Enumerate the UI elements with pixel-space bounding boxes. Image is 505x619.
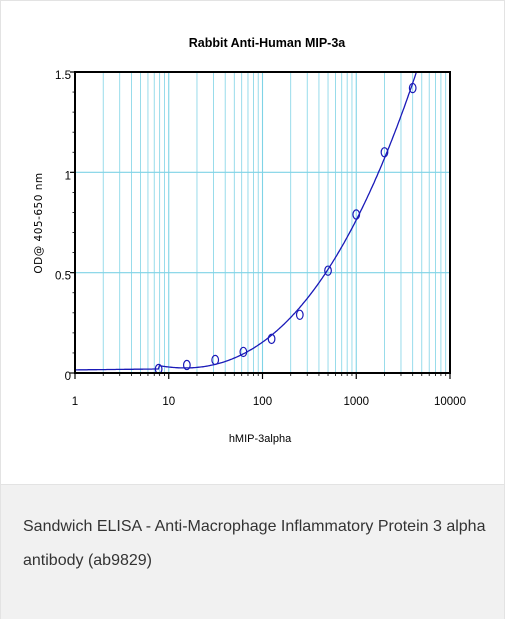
data-point bbox=[295, 309, 304, 321]
data-point bbox=[352, 209, 361, 220]
y-tick-label: 1.5 bbox=[55, 70, 71, 82]
data-point bbox=[380, 147, 389, 158]
fit-curve bbox=[75, 72, 417, 371]
x-tick-label: 1000 bbox=[343, 396, 369, 408]
data-point bbox=[182, 359, 191, 371]
data-point bbox=[211, 354, 220, 366]
y-tick-label: 1 bbox=[65, 170, 71, 182]
data-point bbox=[239, 346, 248, 358]
chart-title: Rabbit Anti-Human MIP-3a bbox=[189, 36, 347, 50]
data-points bbox=[154, 82, 417, 375]
y-tick-label: 0.5 bbox=[55, 271, 71, 283]
data-point bbox=[324, 265, 332, 276]
x-axis-label: hMIP-3alpha bbox=[229, 433, 292, 445]
grid bbox=[75, 72, 450, 373]
x-tick-label: 10 bbox=[162, 396, 175, 408]
elisa-chart: Rabbit Anti-Human MIP-3a 1 10 100 1000 10000… bbox=[33, 36, 466, 445]
data-point bbox=[408, 82, 417, 94]
caption: Sandwich ELISA - Anti-Macrophage Inflamm… bbox=[1, 484, 504, 619]
caption-text: Sandwich ELISA - Anti-Macrophage Inflamm… bbox=[23, 518, 486, 569]
y-ticks: 0 0.5 1 1.5 bbox=[55, 70, 75, 383]
x-tick-label: 100 bbox=[253, 396, 272, 408]
x-tick-label: 10000 bbox=[434, 396, 466, 408]
x-tick-label: 1 bbox=[72, 396, 78, 408]
y-axis-label: OD@ 405-650 nm bbox=[33, 172, 45, 273]
data-point bbox=[267, 333, 276, 345]
figure-image: Rabbit Anti-Human MIP-3a 1 10 100 1000 10000… bbox=[1, 1, 504, 483]
x-ticks: 1 10 100 1000 10000 bbox=[72, 373, 466, 408]
y-tick-label: 0 bbox=[65, 371, 71, 383]
